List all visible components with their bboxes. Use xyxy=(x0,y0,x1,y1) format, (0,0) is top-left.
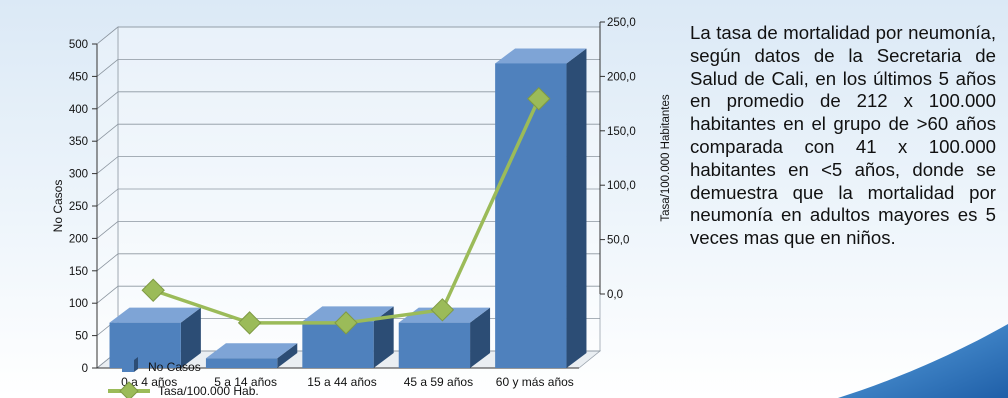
gridline xyxy=(96,285,600,304)
bar-front xyxy=(398,322,471,368)
left-axis-tick-label: 50 xyxy=(75,331,88,343)
line-series-marker xyxy=(237,311,262,335)
bar-front xyxy=(495,63,567,368)
chart-canvas: 0 50 100 150 200 250 300 350 400 450 500 0,0 50,0 100… xyxy=(51,17,672,398)
description-text: La tasa de mortalidad por neumonía, segú… xyxy=(690,22,996,249)
bar-side xyxy=(373,306,394,368)
x-axis-tick-label: 5 a 14 años xyxy=(214,375,277,389)
line-series-marker xyxy=(334,311,358,335)
gridline xyxy=(96,220,600,239)
left-axis-tick-label: 350 xyxy=(69,136,88,148)
line-series-marker xyxy=(141,278,165,302)
line-series-marker xyxy=(430,298,455,322)
bar-front xyxy=(302,321,374,368)
x-axis-tick-label: 15 a 44 años xyxy=(307,375,376,389)
x-axis-tick-label: 0 a 4 años xyxy=(121,375,177,389)
gridline xyxy=(96,26,600,45)
x-axis-tick-label: 45 a 59 años xyxy=(404,375,473,389)
legend-line-marker xyxy=(119,381,139,398)
bar-side xyxy=(566,48,587,368)
decorative-corner-swoosh xyxy=(838,324,1008,398)
gridline xyxy=(96,123,600,142)
legend-bar-swatch-side xyxy=(134,357,138,372)
bar-front xyxy=(205,358,278,368)
gridline xyxy=(96,59,600,77)
combo-chart: 0 50 100 150 200 250 300 350 400 450 500 0,0 50,0 100… xyxy=(51,17,672,398)
bar-top xyxy=(205,343,298,359)
bar-top xyxy=(109,307,201,323)
gridline xyxy=(96,253,600,272)
left-axis-tick-label: 450 xyxy=(69,71,88,83)
left-axis-tick-label: 500 xyxy=(69,39,88,51)
left-axis-tick-label: 250 xyxy=(69,201,88,213)
right-axis-tick-label: 0,0 xyxy=(607,289,623,301)
bar-side xyxy=(180,307,201,368)
left-axis-tick-label: 300 xyxy=(69,169,88,181)
line-series-marker xyxy=(527,87,551,111)
gridline xyxy=(96,91,600,110)
right-axis-tick-label: 150,0 xyxy=(607,126,636,138)
left-axis-title: No Casos xyxy=(51,180,65,233)
gridline xyxy=(96,156,600,174)
right-axis-title: Tasa/100.000 Habitantes xyxy=(660,94,672,221)
left-axis-tick-label: 400 xyxy=(69,104,88,116)
right-axis-tick-label: 250,0 xyxy=(607,17,636,29)
left-axis-tick-label: 150 xyxy=(69,266,88,278)
x-axis-tick-label: 60 y más años xyxy=(496,375,574,389)
right-axis-tick-label: 200,0 xyxy=(607,71,636,83)
legend-line-label: Tasa/100.000 Hab. xyxy=(158,384,259,398)
gridline xyxy=(96,188,600,207)
bar-top xyxy=(495,48,587,64)
left-axis-tick-label: 200 xyxy=(69,233,88,245)
bar-front xyxy=(109,322,181,368)
bar-side xyxy=(470,307,491,368)
left-axis-tick-label: 0 xyxy=(82,363,88,375)
legend-bar-swatch xyxy=(122,360,134,372)
bar-side xyxy=(277,343,298,368)
legend-bar-label: No Casos xyxy=(148,360,201,374)
right-axis-tick-label: 100,0 xyxy=(607,180,636,192)
right-axis-tick-label: 50,0 xyxy=(607,235,629,247)
left-axis-tick-label: 100 xyxy=(69,298,88,310)
